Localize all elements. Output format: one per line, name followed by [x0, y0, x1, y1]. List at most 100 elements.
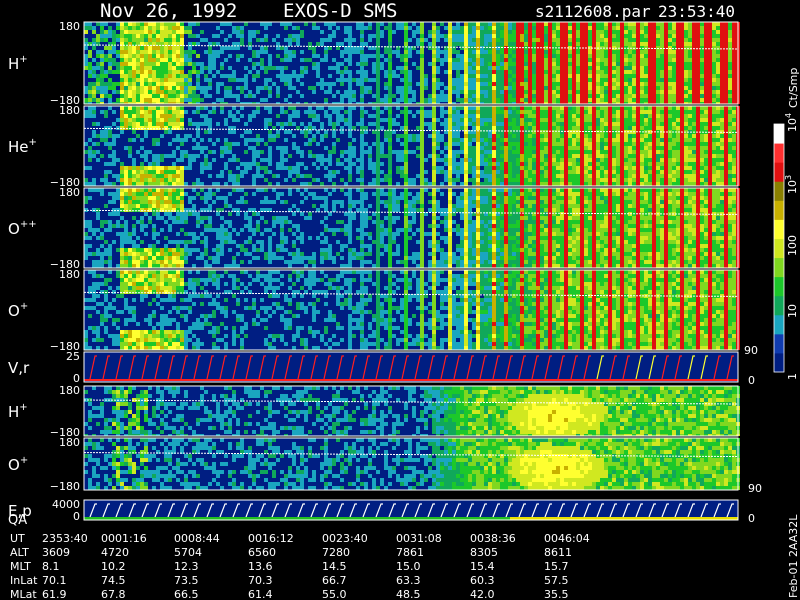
count-cell — [96, 42, 100, 46]
count-cell — [664, 106, 668, 110]
count-cell — [412, 46, 416, 50]
count-cell — [628, 118, 632, 122]
count-cell — [512, 182, 516, 186]
count-cell — [88, 182, 92, 186]
count-cell — [276, 66, 280, 70]
count-cell — [480, 122, 484, 126]
count-cell — [556, 110, 560, 114]
count-cell — [260, 38, 264, 42]
count-cell — [148, 118, 152, 122]
count-cell — [532, 142, 536, 146]
count-cell — [472, 134, 476, 138]
count-cell — [468, 138, 472, 142]
count-cell — [480, 102, 484, 104]
count-cell — [616, 122, 620, 126]
count-cell — [460, 58, 464, 62]
count-cell — [508, 110, 512, 114]
count-cell — [460, 62, 464, 66]
count-cell — [680, 122, 684, 126]
count-cell — [108, 30, 112, 34]
count-cell — [612, 106, 616, 110]
count-cell — [392, 130, 396, 134]
count-cell — [592, 22, 596, 26]
count-cell — [496, 78, 500, 82]
count-cell — [300, 58, 304, 62]
count-cell — [684, 70, 688, 74]
count-cell — [724, 42, 728, 46]
count-cell — [396, 106, 400, 110]
count-cell — [452, 66, 456, 70]
count-cell — [180, 106, 184, 110]
count-cell — [100, 138, 104, 142]
count-cell — [660, 110, 664, 114]
count-cell — [480, 34, 484, 38]
count-cell — [708, 90, 712, 94]
count-cell — [624, 106, 628, 110]
count-cell — [692, 26, 696, 30]
count-cell — [688, 94, 692, 98]
count-cell — [680, 58, 684, 62]
count-cell — [112, 62, 116, 66]
count-cell — [380, 54, 384, 58]
count-cell — [700, 86, 704, 90]
count-cell — [484, 134, 488, 138]
count-cell — [432, 26, 436, 30]
count-cell — [632, 90, 636, 94]
count-cell — [636, 90, 640, 94]
count-cell — [524, 134, 528, 138]
count-cell — [420, 110, 424, 114]
count-cell — [696, 78, 700, 82]
count-cell — [184, 94, 188, 98]
count-cell — [192, 122, 196, 126]
count-cell — [412, 98, 416, 102]
count-cell — [272, 126, 276, 130]
count-cell — [612, 166, 616, 170]
count-cell — [584, 42, 588, 46]
count-cell — [144, 126, 148, 130]
count-cell — [640, 74, 644, 78]
count-cell — [412, 22, 416, 26]
count-cell — [556, 34, 560, 38]
count-cell — [664, 66, 668, 70]
count-cell — [588, 66, 592, 70]
count-cell — [528, 158, 532, 162]
count-cell — [524, 146, 528, 150]
count-cell — [288, 114, 292, 118]
count-cell — [644, 170, 648, 174]
count-cell — [548, 174, 552, 178]
count-cell — [676, 142, 680, 146]
count-cell — [232, 42, 236, 46]
count-cell — [696, 182, 700, 186]
count-cell — [132, 74, 136, 78]
count-cell — [148, 42, 152, 46]
count-cell — [520, 38, 524, 42]
count-cell — [636, 118, 640, 122]
count-cell — [548, 86, 552, 90]
count-cell — [524, 94, 528, 98]
count-cell — [464, 38, 468, 42]
count-cell — [704, 134, 708, 138]
count-cell — [144, 54, 148, 58]
count-cell — [260, 158, 264, 162]
count-cell — [624, 126, 628, 130]
count-cell — [600, 114, 604, 118]
count-cell — [120, 34, 124, 38]
count-cell — [488, 86, 492, 90]
count-cell — [612, 62, 616, 66]
count-cell — [156, 82, 160, 86]
count-cell — [88, 94, 92, 98]
count-cell — [656, 58, 660, 62]
count-cell — [124, 110, 128, 114]
spectrogram-panels — [83, 21, 740, 521]
count-cell — [128, 150, 132, 154]
count-cell — [288, 130, 292, 134]
count-cell — [132, 158, 136, 162]
count-cell — [176, 50, 180, 54]
count-cell — [684, 90, 688, 94]
count-cell — [296, 78, 300, 82]
count-cell — [712, 134, 716, 138]
count-cell — [140, 170, 144, 174]
count-cell — [320, 182, 324, 186]
count-cell — [480, 54, 484, 58]
count-cell — [588, 130, 592, 134]
